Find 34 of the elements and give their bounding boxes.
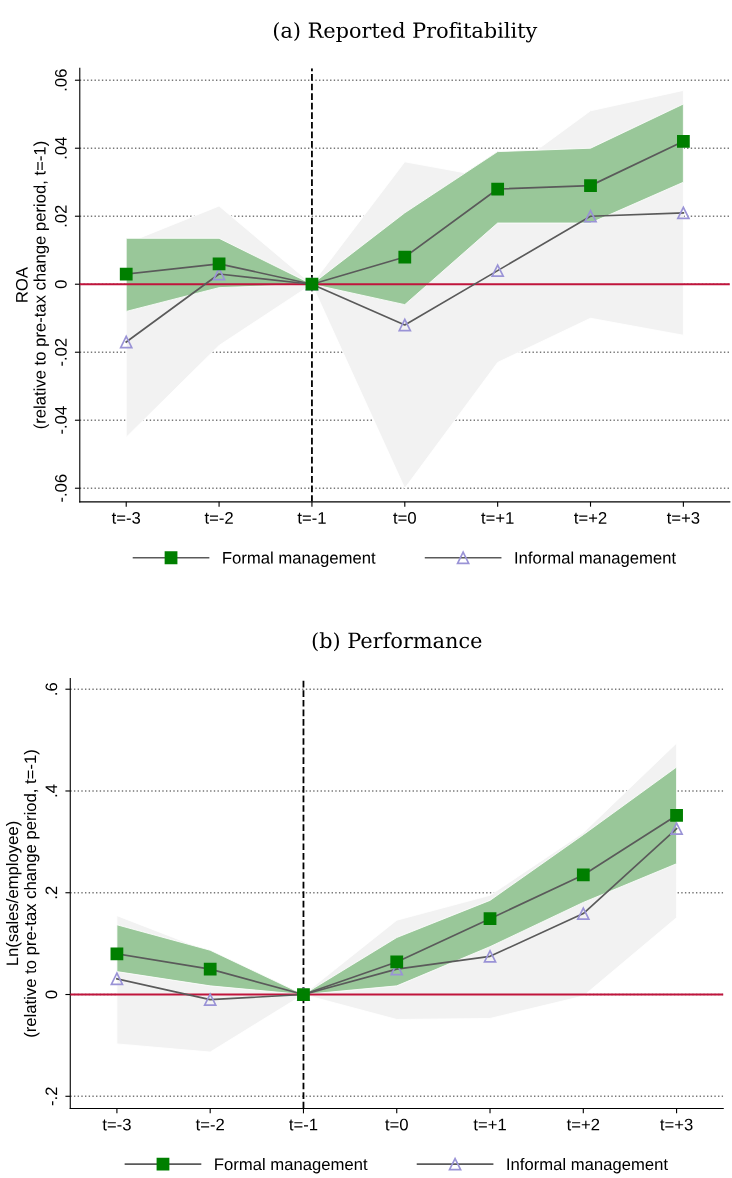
y-tick-label: .02 bbox=[54, 205, 67, 227]
y-tick-label: -.04 bbox=[54, 406, 67, 434]
y-tick-label: .4 bbox=[45, 784, 58, 797]
y-tick-label: -.02 bbox=[54, 338, 67, 366]
x-tick-label: t=+1 bbox=[473, 1118, 506, 1131]
y-tick-label: .6 bbox=[45, 683, 58, 695]
y-tick-label: 0 bbox=[45, 990, 58, 999]
y-tick-label: .06 bbox=[54, 69, 67, 91]
x-tick-label: t=-2 bbox=[204, 511, 233, 524]
y-tick-label: -.06 bbox=[54, 474, 67, 502]
chart-title: (b) Performance bbox=[312, 632, 482, 652]
y-tick-label: -.2 bbox=[45, 1087, 58, 1106]
x-tick-label: t=-3 bbox=[102, 1118, 131, 1131]
x-tick-label: t=+1 bbox=[481, 512, 514, 524]
legend-label: Formal management bbox=[223, 551, 376, 568]
y-tick-label: .2 bbox=[45, 886, 58, 899]
x-tick-label: t=0 bbox=[385, 1118, 408, 1131]
y-axis-title: ROA (relative to pre-tax change period, t=-1) bbox=[15, 141, 49, 429]
y-axis-title: Ln(sales/employee) (relative to pre-tax change period, t=-1) bbox=[5, 750, 40, 1037]
x-tick-label: t=0 bbox=[393, 511, 416, 524]
x-tick-label: t=+3 bbox=[660, 1118, 693, 1131]
chart-title: (a) Reported Profitability bbox=[273, 21, 538, 43]
x-tick-label: t=+2 bbox=[566, 1118, 600, 1131]
x-tick-label: t=+3 bbox=[666, 511, 700, 524]
x-tick-label: t=-1 bbox=[289, 1118, 318, 1131]
legend-label: Informal management bbox=[515, 551, 676, 568]
x-tick-label: t=-2 bbox=[195, 1118, 224, 1131]
x-tick-label: t=-3 bbox=[111, 511, 141, 524]
legend-label: Formal management bbox=[215, 1157, 368, 1174]
x-tick-label: t=-1 bbox=[297, 512, 326, 524]
x-tick-label: t=+2 bbox=[574, 511, 607, 524]
y-tick-label: .04 bbox=[54, 137, 67, 159]
y-tick-label: 0 bbox=[54, 280, 67, 289]
legend-label: Informal management bbox=[507, 1157, 668, 1174]
